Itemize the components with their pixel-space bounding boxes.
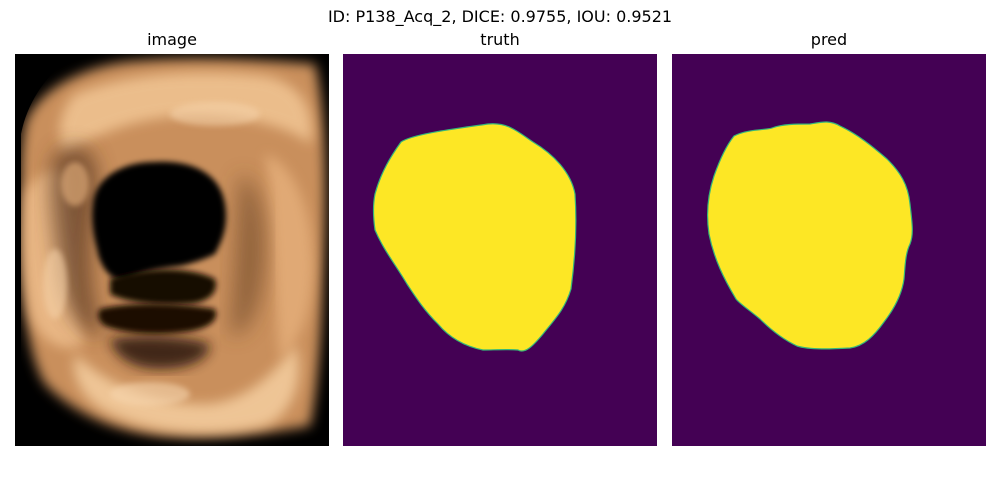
- highlight-2: [110, 382, 190, 406]
- tissue-bright-bottom: [74, 344, 299, 434]
- highlight-4: [61, 162, 89, 206]
- image-panel-title: image: [147, 30, 197, 49]
- truth-mask-region: [372, 123, 577, 352]
- pred-mask: [672, 54, 986, 446]
- valve-band: [98, 303, 217, 334]
- tissue-shadow-right: [230, 174, 265, 335]
- tissue-bright-right: [265, 154, 314, 359]
- cavity-lower: [110, 269, 216, 305]
- pred-panel: pred: [672, 30, 986, 446]
- figure-title: ID: P138_Acq_2, DICE: 0.9755, IOU: 0.952…: [327, 7, 673, 26]
- highlight-3: [170, 102, 260, 126]
- ultrasound-image: [15, 54, 329, 446]
- pred-mask-region: [707, 121, 913, 350]
- truth-mask: [343, 54, 657, 446]
- pred-panel-title: pred: [810, 30, 848, 49]
- top-left-shadow: [15, 54, 75, 134]
- truth-panel-title: truth: [480, 30, 520, 49]
- image-panel: image: [15, 30, 329, 446]
- left-edge-shadow: [15, 54, 21, 446]
- truth-panel: truth: [343, 30, 657, 446]
- lower-dark-pocket: [110, 335, 210, 369]
- cavity: [92, 161, 226, 281]
- highlight-1: [43, 249, 67, 319]
